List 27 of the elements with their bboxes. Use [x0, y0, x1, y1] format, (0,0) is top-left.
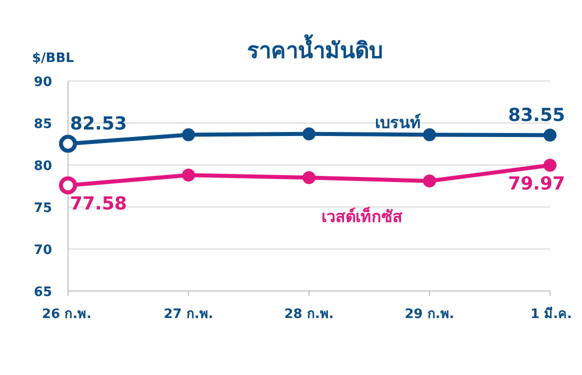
data-label: 77.58: [70, 193, 127, 214]
y-tick-label: 75: [34, 201, 52, 216]
y-axis-title: $/BBL: [32, 51, 74, 66]
point: [544, 128, 556, 142]
x-tick-label: 1 มี.ค.: [530, 306, 572, 322]
point: [544, 158, 556, 172]
point: [182, 128, 195, 142]
y-tick-label: 80: [34, 159, 52, 174]
point: [423, 128, 436, 142]
data-label: 79.97: [508, 173, 565, 194]
point: [182, 168, 195, 182]
point: [302, 171, 316, 184]
series-label: เบรนท์: [375, 113, 421, 132]
chart-title: ราคาน้ำมันดิบ: [247, 34, 383, 64]
y-tick-label: 90: [34, 75, 52, 90]
point: [302, 127, 316, 140]
data-label: 82.53: [70, 114, 127, 135]
y-tick-label: 70: [34, 243, 52, 258]
x-tick-label: 29 ก.พ.: [404, 307, 454, 322]
y-tick-label: 85: [34, 117, 52, 132]
data-label: 83.55: [508, 105, 565, 126]
x-tick-label: 28 ก.พ.: [284, 307, 334, 322]
y-tick-label: 65: [34, 285, 52, 300]
point: [423, 174, 436, 188]
x-tick-label: 26 ก.พ.: [42, 307, 92, 322]
series-label: เวสต์เท็กซัส: [322, 205, 402, 226]
x-tick-label: 27 ก.พ.: [164, 307, 214, 322]
